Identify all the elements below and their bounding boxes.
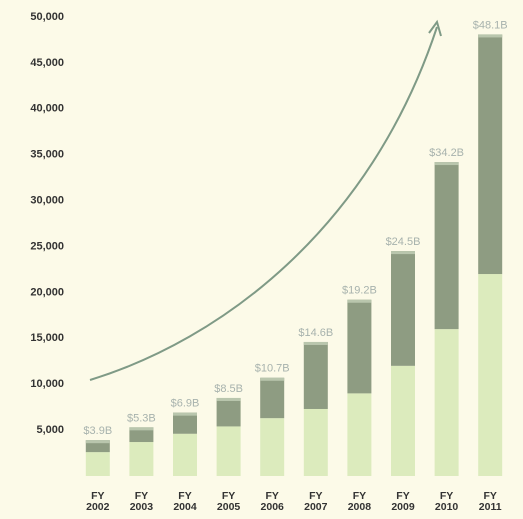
value-label: $24.5B bbox=[386, 236, 421, 248]
bar-segment bbox=[303, 408, 328, 476]
bar-cap bbox=[303, 341, 328, 345]
bar-segment bbox=[260, 377, 285, 419]
x-tick-line: 2003 bbox=[130, 501, 154, 513]
bar-segment bbox=[85, 452, 110, 476]
x-tick-line: FY bbox=[396, 490, 409, 502]
bar-cap bbox=[434, 162, 459, 166]
x-tick-line: FY bbox=[135, 490, 148, 502]
x-tick-line: FY bbox=[309, 490, 322, 502]
x-tick-line: 2006 bbox=[261, 501, 285, 513]
bar-segment bbox=[129, 427, 154, 443]
y-tick-label: 15,000 bbox=[30, 332, 64, 344]
bar-cap bbox=[129, 427, 154, 431]
x-tick-label: FY 2003 bbox=[130, 490, 154, 513]
bar-segment bbox=[391, 365, 415, 476]
y-tick-label: 30,000 bbox=[30, 195, 64, 207]
y-tick-label: 10,000 bbox=[30, 378, 64, 390]
bar-cap bbox=[216, 397, 241, 401]
x-tick-line: 2005 bbox=[217, 501, 241, 513]
x-tick-label: FY 2010 bbox=[435, 490, 459, 513]
x-tick-line: FY bbox=[483, 490, 496, 502]
x-tick-line: FY bbox=[353, 490, 366, 502]
value-label: $5.3B bbox=[127, 412, 156, 424]
x-tick-label: FY 2002 bbox=[86, 490, 110, 513]
y-tick-label: 50,000 bbox=[30, 11, 64, 23]
y-tick-label: 20,000 bbox=[30, 286, 64, 298]
value-label: $48.1B bbox=[473, 19, 508, 31]
arrow-head bbox=[428, 19, 442, 37]
bar-segment bbox=[347, 393, 372, 476]
x-tick-label: FY 2009 bbox=[391, 490, 415, 513]
bar-segment bbox=[434, 329, 459, 476]
bar-segment bbox=[216, 426, 241, 476]
growth-arrow bbox=[89, 26, 438, 381]
y-tick-label: 45,000 bbox=[30, 57, 64, 69]
bar-segment bbox=[173, 412, 197, 434]
bar-segment bbox=[478, 274, 503, 476]
bar-segment bbox=[173, 433, 197, 476]
x-tick-label: FY 2011 bbox=[479, 490, 502, 513]
x-tick-label: FY 2006 bbox=[261, 490, 285, 513]
x-tick-line: 2010 bbox=[435, 501, 459, 513]
x-tick-line: FY bbox=[91, 490, 104, 502]
value-label: $14.6B bbox=[298, 327, 333, 339]
y-tick-label: 35,000 bbox=[30, 149, 64, 161]
x-tick-line: FY bbox=[222, 490, 235, 502]
bar-segment bbox=[434, 162, 459, 330]
x-tick-label: FY 2008 bbox=[348, 490, 372, 513]
value-label: $34.2B bbox=[429, 147, 464, 159]
x-tick-line: FY bbox=[178, 490, 191, 502]
bar-cap bbox=[260, 377, 285, 381]
x-tick-line: 2011 bbox=[479, 501, 502, 513]
bar-segment bbox=[260, 418, 285, 476]
x-tick-label: FY 2007 bbox=[304, 490, 328, 513]
x-tick-line: FY bbox=[440, 490, 453, 502]
x-tick-line: 2009 bbox=[391, 501, 415, 513]
bar-segment bbox=[347, 299, 372, 394]
value-label: $8.5B bbox=[214, 383, 243, 395]
x-tick-line: FY bbox=[265, 490, 278, 502]
bar-segment bbox=[391, 251, 415, 366]
bar-cap bbox=[347, 299, 372, 303]
bar-segment bbox=[129, 442, 154, 476]
y-tick-label: 25,000 bbox=[30, 240, 64, 252]
bar-cap bbox=[391, 251, 415, 255]
value-label: $6.9B bbox=[171, 398, 200, 410]
bar-segment bbox=[303, 341, 328, 409]
value-label: $10.7B bbox=[255, 363, 290, 375]
x-tick-label: FY 2004 bbox=[173, 490, 197, 513]
value-label: $3.9B bbox=[83, 425, 112, 437]
bar-cap bbox=[85, 440, 110, 444]
x-tick-line: 2007 bbox=[304, 501, 328, 513]
bar-segment bbox=[85, 440, 110, 453]
bar-cap bbox=[173, 412, 197, 416]
y-tick-label: 5,000 bbox=[36, 424, 64, 436]
y-tick-label: 40,000 bbox=[30, 103, 64, 115]
bar-cap bbox=[478, 34, 503, 38]
x-tick-line: 2008 bbox=[348, 501, 372, 513]
value-label: $19.2B bbox=[342, 285, 377, 297]
x-tick-label: FY 2005 bbox=[217, 490, 241, 513]
bar-segment bbox=[478, 34, 503, 275]
bar-segment bbox=[216, 397, 241, 427]
x-tick-line: 2002 bbox=[86, 501, 110, 513]
x-tick-line: 2004 bbox=[173, 501, 197, 513]
